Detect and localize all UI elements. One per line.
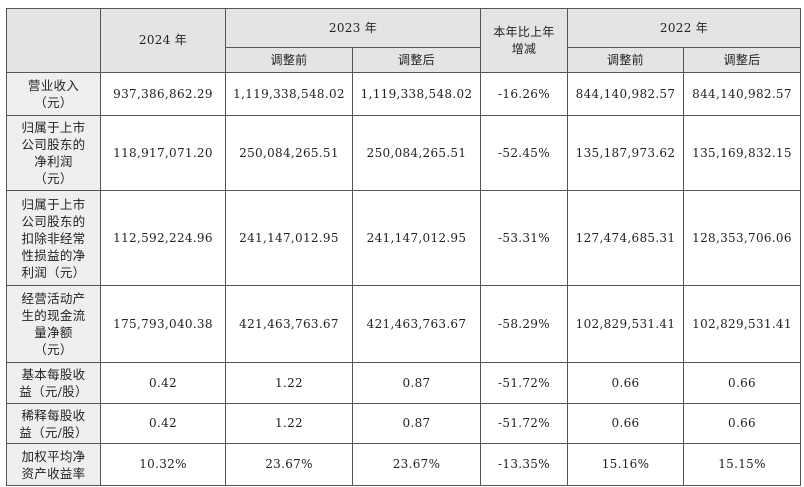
row-label: 归属于上市公司股东的净利润 （元） xyxy=(6,115,101,191)
data-cell: 15.15% xyxy=(683,443,801,486)
text-line: 加权平均净 xyxy=(21,448,86,464)
header-row: 调整前 调整后 调整前 调整后 xyxy=(7,47,801,73)
data-cell: 15.16% xyxy=(567,443,684,486)
text-line: 扣除非经常 xyxy=(21,230,86,246)
data-row: 归属于上市 公司股东的 净利润 （元） 118,917,071.20 250,084,26… xyxy=(6,115,801,191)
data-cell: 127,474,685.31 xyxy=(567,190,684,286)
data-cell: 135,187,973.62 xyxy=(567,115,684,191)
data-cell: -52.45% xyxy=(480,115,568,191)
data-cell: 0.66 xyxy=(683,362,801,404)
data-cell: 0.66 xyxy=(567,362,684,404)
data-cell: 1,119,338,548.02 xyxy=(352,72,481,116)
row-label: 经营活动产生的现金流量净额 （元） xyxy=(6,285,101,363)
data-cell: 1.22 xyxy=(225,403,353,444)
data-cell: 0.87 xyxy=(352,403,481,444)
text-line: 净利润 xyxy=(34,154,73,169)
financial-table: 2024 年 2023 年 本年比上年 增减 2022 年 调整前 调整后 调整前 调整… xyxy=(6,8,801,486)
data-cell: -51.72% xyxy=(480,362,568,404)
data-cell: 0.66 xyxy=(567,403,684,444)
data-cell: 844,140,982.57 xyxy=(567,72,684,116)
data-cell: 1.22 xyxy=(225,362,353,404)
subheader-cell: 调整后 xyxy=(683,47,801,73)
row-label: 稀释每股收 益（元/股） xyxy=(6,403,101,444)
data-cell: 23.67% xyxy=(225,443,353,486)
data-cell: 0.66 xyxy=(683,403,801,444)
text-line: （元） xyxy=(34,342,73,357)
text-line: 益（元/股） xyxy=(19,424,88,440)
data-cell: -13.35% xyxy=(480,443,568,486)
data-cell: -51.72% xyxy=(480,403,568,444)
text-line: 基本每股收 xyxy=(21,367,86,382)
text-line: 公司股东的 xyxy=(21,137,86,152)
data-cell: 0.42 xyxy=(100,403,226,444)
data-cell: 128,353,706.06 xyxy=(683,190,801,286)
data-cell: 241,147,012.95 xyxy=(225,190,353,286)
header-cell: 2024 年 xyxy=(100,8,226,73)
header-cell: 本年比上年 增减 xyxy=(480,8,568,73)
text-line: 生的现金流 xyxy=(21,308,86,323)
text-line: 增减 xyxy=(511,41,537,56)
data-cell: 1,119,338,548.02 xyxy=(225,72,353,116)
subheader-cell: 调整后 xyxy=(352,47,481,73)
data-row: 加权平均净 资产收益率 10.32% 23.67% 23.67% -13.35% 15.16… xyxy=(6,443,801,486)
text-line: 益（元/股） xyxy=(19,384,88,399)
row-label: 加权平均净 资产收益率 xyxy=(6,443,101,486)
row-label: 归属于上市 公司股东的 扣除非经常 性损益的净 利润（元） xyxy=(6,190,101,286)
data-cell: 10.32% xyxy=(100,443,226,486)
header-cell: 2023 年 xyxy=(225,8,481,48)
text-line: （元） xyxy=(34,171,73,186)
data-cell: 118,917,071.20 xyxy=(100,115,226,191)
text-line: 量净额 xyxy=(34,325,73,340)
data-cell: -58.29% xyxy=(480,285,568,363)
corner-cell xyxy=(6,8,101,73)
text-line: 经营活动产 xyxy=(21,291,86,306)
data-cell: 844,140,982.57 xyxy=(683,72,801,116)
data-row: 经营活动产 生的现金流 量净额 （元） 175,793,040.38 421,463,76… xyxy=(6,285,801,363)
text-line: 归属于上市 xyxy=(21,196,86,212)
data-cell: 421,463,763.67 xyxy=(352,285,481,363)
data-row: 基本每股收 益（元/股） 0.42 1.22 0.87 -51.72% 0.66 0.66 xyxy=(6,362,801,404)
data-cell: 421,463,763.67 xyxy=(225,285,353,363)
header-cell: 2022 年 xyxy=(567,8,801,48)
data-cell: 0.42 xyxy=(100,362,226,404)
data-row: 营业收入 （元） 937,386,862.29 1,119,338,548.02 1,1… xyxy=(6,72,801,116)
text-line: 公司股东的 xyxy=(21,213,86,229)
data-cell: 135,169,832.15 xyxy=(683,115,801,191)
data-cell: 23.67% xyxy=(352,443,481,486)
text-line: 本年比上年 xyxy=(493,24,555,39)
text-line: 利润（元） xyxy=(21,264,86,280)
text-line: 稀释每股收 xyxy=(21,407,86,423)
text-line: 营业收入 xyxy=(27,78,80,93)
data-row: 归属于上市 公司股东的 扣除非经常 性损益的净 利润（元） 112,592,224.96 2… xyxy=(6,190,801,286)
row-label: 营业收入 （元） xyxy=(6,72,101,116)
subheader-cell: 调整前 xyxy=(567,47,684,73)
data-row: 稀释每股收 益（元/股） 0.42 1.22 0.87 -51.72% 0.66 0.66 xyxy=(6,403,801,444)
data-cell: 102,829,531.41 xyxy=(567,285,684,363)
data-cell: 102,829,531.41 xyxy=(683,285,801,363)
text-line: （元） xyxy=(34,95,73,110)
header-row: 2024 年 2023 年 本年比上年增减 2022 年 xyxy=(6,8,801,73)
text-line: 归属于上市 xyxy=(21,120,86,135)
data-cell: 937,386,862.29 xyxy=(100,72,226,116)
data-cell: -53.31% xyxy=(480,190,568,286)
data-cell: 250,084,265.51 xyxy=(225,115,353,191)
data-cell: 241,147,012.95 xyxy=(352,190,481,286)
data-cell: 0.87 xyxy=(352,362,481,404)
data-cell: 175,793,040.38 xyxy=(100,285,226,363)
row-label: 基本每股收益（元/股） xyxy=(6,362,101,404)
subheader-cell: 调整前 xyxy=(225,47,353,73)
table-body: 2024 年 2023 年 本年比上年 增减 2022 年 调整前 调整后 调整前 调整… xyxy=(6,8,801,486)
data-cell: 112,592,224.96 xyxy=(100,190,226,286)
data-cell: 250,084,265.51 xyxy=(352,115,481,191)
text-line: 资产收益率 xyxy=(21,465,86,481)
data-cell: -16.26% xyxy=(480,72,568,116)
text-line: 性损益的净 xyxy=(21,247,86,263)
